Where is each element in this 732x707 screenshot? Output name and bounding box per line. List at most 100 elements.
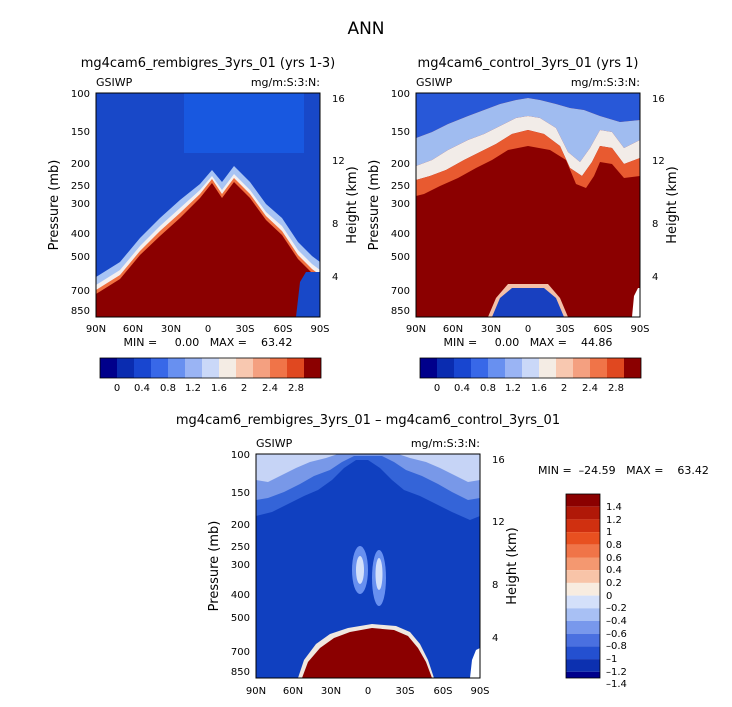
cb-swatch bbox=[505, 358, 522, 378]
cb-frame bbox=[99, 357, 322, 379]
panel-3-anomaly-right-inner bbox=[375, 558, 383, 590]
x-tick-label: 30S bbox=[395, 686, 414, 697]
cb-tick-label: –1.2 bbox=[606, 667, 627, 678]
panel-2-xticks: 90N 60N 30N 0 30S 60S 90S bbox=[406, 324, 650, 335]
cb-swatch bbox=[454, 358, 471, 378]
y2-tick-label: 8 bbox=[332, 219, 338, 230]
y-tick-label: 700 bbox=[71, 286, 90, 297]
panel-1: mg4cam6_rembigres_3yrs_01 (yrs 1-3) GSIW… bbox=[47, 56, 360, 394]
x-tick-label: 30N bbox=[321, 686, 341, 697]
y-tick-label: 400 bbox=[391, 229, 410, 240]
cb-swatch bbox=[566, 646, 600, 660]
x-tick-label: 60N bbox=[123, 324, 143, 335]
panel-1-xticks: 90N 60N 30N 0 30S 60S 90S bbox=[86, 324, 330, 335]
cb-swatch bbox=[607, 358, 624, 378]
panel-2-contour-blue bbox=[416, 93, 640, 138]
cb-swatch bbox=[270, 358, 287, 378]
x-tick-label: 60S bbox=[273, 324, 292, 335]
x-tick-label: 90S bbox=[310, 324, 329, 335]
cb-tick-label: 1.6 bbox=[211, 383, 227, 394]
panel-3-yticks: 100 150 200 250 300 400 500 700 850 bbox=[231, 450, 250, 678]
cb-swatch bbox=[202, 358, 219, 378]
cb-tick-label: 0.8 bbox=[480, 383, 496, 394]
cb-swatch bbox=[522, 358, 539, 378]
x-tick-label: 0 bbox=[205, 324, 211, 335]
cb-frame bbox=[565, 493, 601, 679]
panel-3-right-label: mg/m:S:3:N: bbox=[411, 437, 480, 450]
cb-frame bbox=[419, 357, 642, 379]
y-tick-label: 700 bbox=[391, 286, 410, 297]
panel-1-y2ticks: 16 12 8 4 bbox=[332, 94, 345, 283]
cb-tick-label: –1.4 bbox=[606, 679, 627, 690]
panel-2-contour-orange bbox=[416, 130, 640, 196]
y2-tick-label: 12 bbox=[332, 156, 345, 167]
cb-swatch bbox=[100, 358, 117, 378]
cb-swatch bbox=[566, 557, 600, 571]
cb-tick-label: 0.8 bbox=[606, 540, 622, 551]
cb-swatch bbox=[304, 358, 321, 378]
panel-1-min-max: MIN = 0.00 MAX = 63.42 bbox=[124, 336, 293, 349]
panel-2-right-label: mg/m:S:3:N: bbox=[571, 76, 640, 89]
x-tick-label: 0 bbox=[525, 324, 531, 335]
cb-tick-label: 1.2 bbox=[185, 383, 201, 394]
cb-tick-label: 2.8 bbox=[608, 383, 624, 394]
cb-swatch bbox=[488, 358, 505, 378]
cb-swatch bbox=[590, 358, 607, 378]
cb-tick-label: –0.8 bbox=[606, 641, 627, 652]
cb-tick-label: 0 bbox=[606, 591, 612, 602]
cb-tick-label: 0.2 bbox=[606, 578, 622, 589]
cb-tick-label: 0.4 bbox=[134, 383, 150, 394]
y-tick-label: 100 bbox=[231, 450, 250, 461]
y-tick-label: 150 bbox=[71, 127, 90, 138]
y-tick-label: 250 bbox=[391, 181, 410, 192]
panel-1-right-label: mg/m:S:3:N: bbox=[251, 76, 320, 89]
x-tick-label: 90S bbox=[630, 324, 649, 335]
cb-swatch bbox=[556, 358, 573, 378]
y2-tick-label: 12 bbox=[492, 517, 505, 528]
y-tick-label: 200 bbox=[231, 520, 250, 531]
cb-swatch bbox=[573, 358, 590, 378]
y-tick-label: 150 bbox=[391, 127, 410, 138]
cb-swatch bbox=[566, 544, 600, 558]
panel-1-contour-max bbox=[96, 182, 320, 317]
cb-tick-label: 2.4 bbox=[582, 383, 598, 394]
cb-swatch bbox=[420, 358, 437, 378]
cb-tick-label: 2.4 bbox=[262, 383, 278, 394]
y-tick-label: 200 bbox=[71, 159, 90, 170]
y2-tick-label: 8 bbox=[652, 219, 658, 230]
y-tick-label: 700 bbox=[231, 647, 250, 658]
y2-tick-label: 4 bbox=[652, 272, 658, 283]
cb-tick-label: 0.4 bbox=[606, 565, 622, 576]
panel-3-field bbox=[256, 454, 480, 678]
cb-swatch bbox=[236, 358, 253, 378]
cb-swatch bbox=[566, 671, 600, 678]
cb-swatch bbox=[151, 358, 168, 378]
y-tick-label: 500 bbox=[231, 613, 250, 624]
x-tick-label: 90N bbox=[406, 324, 426, 335]
y-tick-label: 850 bbox=[391, 306, 410, 317]
y-tick-label: 300 bbox=[391, 199, 410, 210]
y2-tick-label: 4 bbox=[492, 633, 498, 644]
panel-2-min-max: MIN = 0.00 MAX = 44.86 bbox=[444, 336, 613, 349]
cb-tick-label: 1 bbox=[606, 527, 612, 538]
cb-swatch bbox=[566, 582, 600, 596]
cb-swatch bbox=[287, 358, 304, 378]
panel-2-frame bbox=[415, 92, 641, 318]
cb-tick-label: 0.6 bbox=[606, 553, 622, 564]
cb-tick-label: –0.4 bbox=[606, 616, 627, 627]
panel-3-left-label: GSIWP bbox=[256, 437, 293, 450]
cb-swatch bbox=[566, 570, 600, 583]
panel-1-y2label: Height (km) bbox=[345, 166, 360, 243]
y-tick-label: 250 bbox=[231, 542, 250, 553]
cb-tick-label: 0.4 bbox=[454, 383, 470, 394]
cb-tick-label: –1 bbox=[606, 654, 617, 665]
x-tick-label: 60N bbox=[283, 686, 303, 697]
panel-2-title: mg4cam6_control_3yrs_01 (yrs 1) bbox=[418, 56, 639, 71]
cb-tick-label: 1.4 bbox=[606, 502, 622, 513]
panel-3-min-max: MIN = –24.59 MAX = 63.42 bbox=[538, 464, 709, 477]
panel-1-colorbar: 0 0.4 0.8 1.2 1.6 2 2.4 2.8 bbox=[99, 357, 322, 394]
y-tick-label: 850 bbox=[231, 667, 250, 678]
panel-1-upper-band bbox=[184, 93, 304, 153]
cb-swatch bbox=[471, 358, 488, 378]
panel-1-field bbox=[96, 93, 320, 317]
